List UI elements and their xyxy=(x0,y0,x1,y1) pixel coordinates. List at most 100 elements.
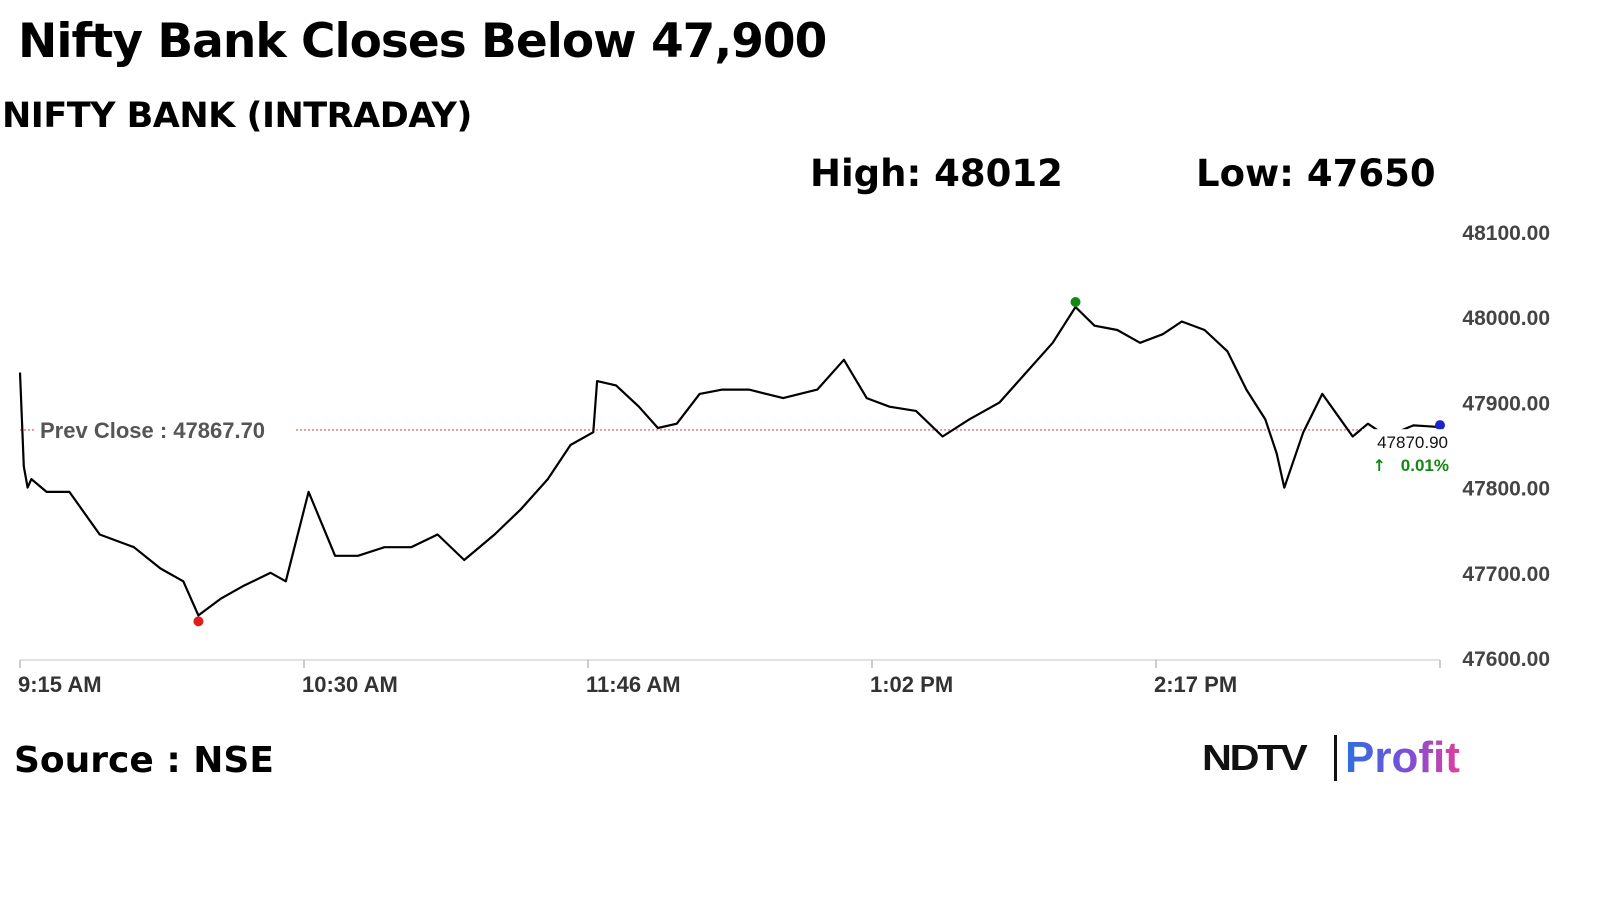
data-point xyxy=(1428,425,1430,427)
data-point xyxy=(1276,453,1278,455)
prev-close-label: Prev Close : 47867.70 xyxy=(40,418,265,443)
y-tick-label: 48000.00 xyxy=(1462,307,1550,330)
data-point xyxy=(570,444,572,446)
data-point xyxy=(1336,414,1338,416)
data-point xyxy=(915,410,917,412)
data-point xyxy=(657,427,659,429)
x-tick-label: 10:30 AM xyxy=(302,672,398,697)
price-line xyxy=(18,305,1441,617)
data-point xyxy=(1302,431,1304,433)
data-point xyxy=(99,533,101,535)
data-point xyxy=(19,372,21,374)
data-point xyxy=(334,555,336,557)
data-point xyxy=(1245,389,1247,391)
prev-close-group: Prev Close : 47867.70 xyxy=(20,413,1360,444)
data-point xyxy=(410,546,412,548)
labels-group: 47870.90 ↑ 0.01% xyxy=(1362,429,1452,480)
data-point xyxy=(676,423,678,425)
data-point xyxy=(23,465,25,467)
logo-ndtv-text: NDTV xyxy=(1202,737,1308,778)
data-point xyxy=(182,580,184,582)
data-point xyxy=(999,401,1001,403)
data-point xyxy=(1412,424,1414,426)
data-point xyxy=(1352,435,1354,437)
data-point xyxy=(1367,423,1369,425)
y-tick-label: 47800.00 xyxy=(1462,478,1550,501)
data-point xyxy=(494,533,496,535)
data-point xyxy=(1052,342,1054,344)
ndtv-profit-logo: NDTV Profit xyxy=(1202,733,1460,782)
data-point xyxy=(1139,342,1141,344)
data-point xyxy=(816,389,818,391)
data-point xyxy=(1181,320,1183,322)
data-point xyxy=(888,406,890,408)
data-point xyxy=(27,487,29,489)
data-point xyxy=(1204,329,1206,331)
data-point xyxy=(1025,372,1027,374)
data-point xyxy=(592,431,594,433)
data-point xyxy=(308,491,310,493)
y-tick-label: 48100.00 xyxy=(1462,222,1550,245)
data-point xyxy=(615,384,617,386)
data-point xyxy=(699,393,701,395)
logo-divider xyxy=(1334,735,1337,781)
data-point xyxy=(357,555,359,557)
data-point xyxy=(46,491,48,493)
data-point xyxy=(270,572,272,574)
day-high-stat: High: 48012 xyxy=(810,152,1063,195)
data-point xyxy=(1116,329,1118,331)
data-point xyxy=(866,397,868,399)
data-point xyxy=(1264,418,1266,420)
data-point xyxy=(1226,350,1228,352)
data-point xyxy=(463,559,465,561)
data-point xyxy=(437,533,439,535)
data-point xyxy=(520,508,522,510)
high-marker xyxy=(1070,296,1081,307)
x-tick-label: 9:15 AM xyxy=(18,672,102,697)
data-point xyxy=(1093,325,1095,327)
data-point xyxy=(68,491,70,493)
axes: 48100.00 48000.00 47900.00 47800.00 47700.00… xyxy=(18,222,1550,697)
data-point xyxy=(1162,333,1164,335)
data-point xyxy=(843,359,845,361)
x-tick-label: 11:46 AM xyxy=(586,672,681,697)
data-point xyxy=(197,614,199,616)
data-point xyxy=(638,406,640,408)
data-point xyxy=(30,478,32,480)
data-point xyxy=(721,389,723,391)
change-percent-label: 0.01% xyxy=(1401,456,1449,475)
x-tick-label: 2:17 PM xyxy=(1154,672,1237,697)
data-point xyxy=(748,389,750,391)
data-point xyxy=(596,380,598,382)
low-marker xyxy=(193,616,204,627)
data-point xyxy=(1321,393,1323,395)
data-point xyxy=(243,585,245,587)
x-tick-label: 1:02 PM xyxy=(870,672,953,697)
y-tick-label: 47700.00 xyxy=(1462,563,1550,586)
chart-title: NIFTY BANK (INTRADAY) xyxy=(2,96,472,136)
data-point xyxy=(968,418,970,420)
series-group xyxy=(18,305,1441,617)
last-value-label: 47870.90 xyxy=(1377,433,1448,452)
data-point xyxy=(285,580,287,582)
markers-group xyxy=(193,296,1445,627)
logo-profit-text: Profit xyxy=(1345,733,1460,782)
data-point xyxy=(133,546,135,548)
data-point xyxy=(383,546,385,548)
change-up-arrow-icon: ↑ xyxy=(1373,456,1386,475)
data-point xyxy=(942,435,944,437)
headline: Nifty Bank Closes Below 47,900 xyxy=(18,14,827,69)
data-point xyxy=(782,397,784,399)
intraday-line-chart: 48100.00 48000.00 47900.00 47800.00 47700.00… xyxy=(18,222,1550,697)
last-value-label-bg xyxy=(1362,429,1452,480)
data-point xyxy=(1283,487,1285,489)
data-point xyxy=(547,478,549,480)
source-label: Source : NSE xyxy=(14,740,274,781)
prev-close-label-bg xyxy=(34,413,294,444)
y-tick-label: 47600.00 xyxy=(1462,648,1550,671)
last-value-marker xyxy=(1435,420,1445,431)
y-tick-label: 47900.00 xyxy=(1462,392,1550,415)
day-low-stat: Low: 47650 xyxy=(1196,152,1436,195)
data-point xyxy=(159,568,161,570)
data-point xyxy=(220,597,222,599)
